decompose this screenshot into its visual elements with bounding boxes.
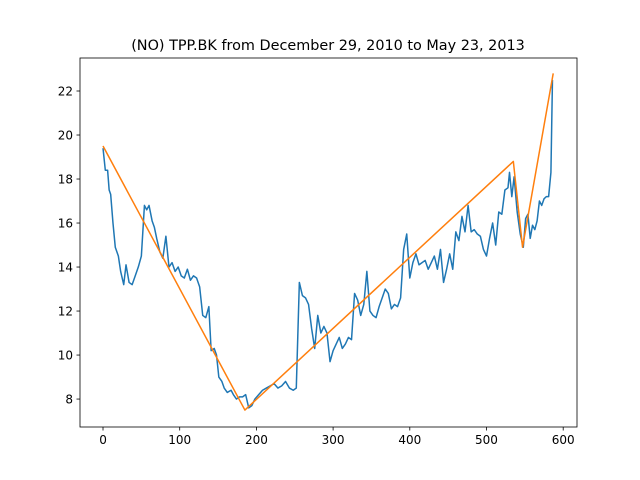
x-tick-label: 100 — [168, 433, 191, 447]
y-tick-label: 14 — [58, 261, 73, 275]
data-line — [102, 73, 554, 411]
plot-frame — [79, 57, 578, 428]
y-tick-label: 20 — [58, 129, 73, 143]
x-tick-label: 0 — [99, 433, 107, 447]
y-tick-label: 16 — [58, 217, 73, 231]
x-tick-label: 300 — [322, 433, 345, 447]
x-tick-label: 400 — [398, 433, 421, 447]
x-tick-label: 600 — [552, 433, 575, 447]
y-tick-label: 8 — [65, 393, 73, 407]
y-tick-label: 12 — [58, 305, 73, 319]
x-tick-label: 500 — [475, 433, 498, 447]
data-line — [102, 79, 554, 409]
x-tick-label: 200 — [245, 433, 268, 447]
y-tick-label: 18 — [58, 173, 73, 187]
chart-title: (NO) TPP.BK from December 29, 2010 to Ma… — [131, 38, 525, 54]
y-tick-label: 10 — [58, 349, 73, 363]
y-tick-label: 22 — [58, 85, 73, 99]
